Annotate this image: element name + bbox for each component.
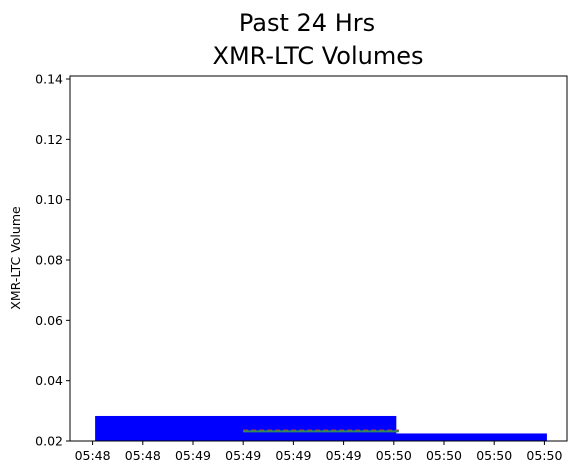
x-tick-label-6: 05:50 [376,448,412,463]
y-axis-label: XMR-LTC Volume [8,206,23,310]
y-tick-label-3: 0.08 [35,253,63,268]
x-tick-label-5: 05:49 [326,448,362,463]
y-tick-label-5: 0.12 [35,132,63,147]
bar-0 [95,415,397,441]
bars-layer [95,415,547,441]
chart-title-line1: Past 24 Hrs [239,9,375,37]
x-axis: 05:48 05:48 05:49 05:49 05:49 05:49 05:50 05:50… [75,441,562,463]
y-tick-label-4: 0.10 [35,192,63,207]
y-tick-label-6: 0.14 [35,72,63,87]
y-tick-label-0: 0.02 [35,434,63,449]
x-tick-label-9: 05:50 [526,448,562,463]
x-tick-label-1: 05:48 [125,448,161,463]
y-tick-label-2: 0.06 [35,313,63,328]
lines-layer [243,429,399,433]
plot-frame [69,75,568,442]
x-tick-label-0: 05:48 [75,448,111,463]
chart-title-line2: XMR-LTC Volumes [213,42,424,70]
x-tick-label-7: 05:50 [426,448,462,463]
x-tick-label-2: 05:49 [175,448,211,463]
bar-1 [393,433,547,441]
x-tick-label-4: 05:49 [275,448,311,463]
y-tick-label-1: 0.04 [35,373,63,388]
y-axis: 0.02 0.04 0.06 0.08 0.10 0.12 0.14 [35,72,70,449]
x-tick-label-3: 05:49 [225,448,261,463]
x-tick-label-8: 05:50 [476,448,512,463]
